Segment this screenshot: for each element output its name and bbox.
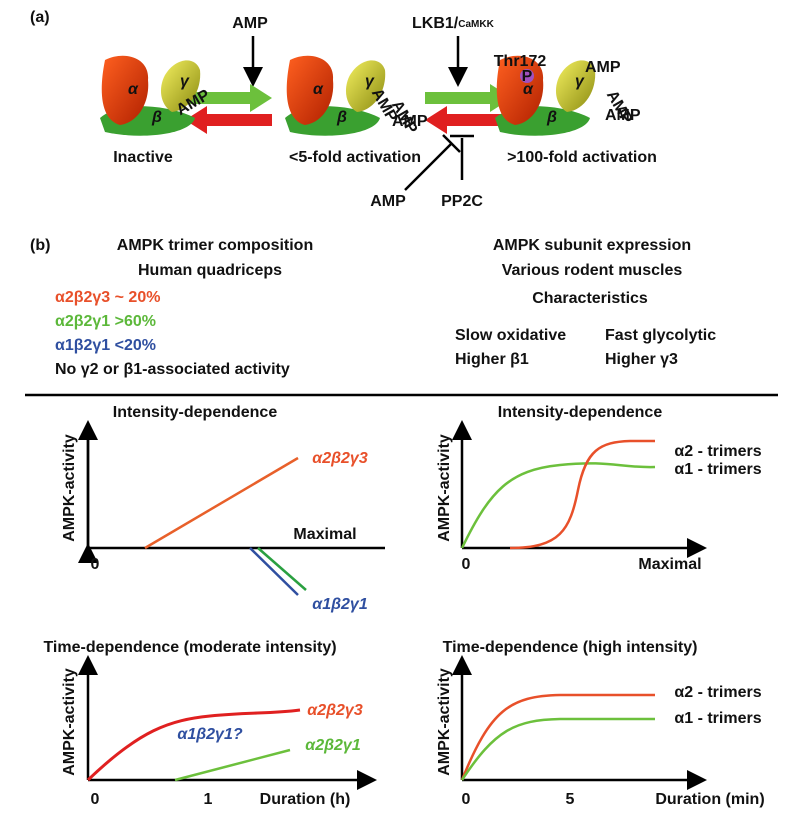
x-tick-label: 1 <box>204 791 213 808</box>
x-tick-label: Duration (min) <box>655 791 764 808</box>
subunit-label: γ <box>365 73 375 90</box>
curve-label: α2 - trimers <box>674 684 761 701</box>
y-label: AMPK-activity <box>61 668 78 776</box>
x-tick-label: 5 <box>566 791 575 808</box>
amp-bound: AMP <box>392 113 428 130</box>
amp-label: AMP <box>232 15 268 32</box>
amp-label: AMP <box>370 193 406 210</box>
state-label: >100-fold activation <box>507 149 657 166</box>
subunit-label: α <box>128 81 139 98</box>
y-label: AMPK-activity <box>436 434 453 542</box>
heading: AMPK subunit expression <box>493 237 691 254</box>
kinase-label: LKB1/CaMKK <box>412 15 495 32</box>
graph-title: Intensity-dependence <box>113 404 278 421</box>
state-label: <5-fold activation <box>289 149 421 166</box>
curve-label: α1β2γ1? <box>177 726 242 743</box>
feature: Higher β1 <box>455 351 529 368</box>
gamma-subunit <box>160 60 201 112</box>
curve <box>249 547 299 596</box>
phospho-label: P <box>522 68 533 85</box>
composition: α2β2γ1 >60% <box>55 313 156 330</box>
thr-label: Thr172 <box>494 53 547 70</box>
curve <box>144 456 299 550</box>
phospho-site <box>520 69 534 83</box>
alpha-subunit <box>286 55 334 126</box>
x-tick-label: 0 <box>91 791 100 808</box>
amp-bound: AMP <box>605 107 641 124</box>
curve-label: α1 - trimers <box>674 461 761 478</box>
x-tick-label: Maximal <box>293 526 356 543</box>
x-tick-label: Maximal <box>638 556 701 573</box>
fiber-type: Fast glycolytic <box>605 327 716 344</box>
reaction-arrows <box>185 84 512 191</box>
y-label: AMPK-activity <box>436 668 453 776</box>
gamma-subunit <box>555 60 596 112</box>
curve <box>460 462 656 549</box>
subunit-label: γ <box>575 73 585 90</box>
state-label: Inactive <box>113 149 173 166</box>
curve <box>509 439 655 550</box>
curve <box>174 748 291 782</box>
curve <box>460 693 655 781</box>
pp2c-label: PP2C <box>441 193 483 210</box>
subunit-label: β <box>151 109 162 126</box>
fiber-type: Slow oxidative <box>455 327 566 344</box>
graph-title: Time-dependence (high intensity) <box>443 639 698 656</box>
subunit-label: α <box>523 81 534 98</box>
x-tick-label: 0 <box>462 556 471 573</box>
subunit-label: α <box>313 81 324 98</box>
subunit-label: γ <box>180 73 190 90</box>
curve-label: α2β2γ1 <box>305 737 361 754</box>
curve-label: α1β2γ1 <box>312 596 368 613</box>
composition: α2β2γ3 ~ 20% <box>55 289 160 306</box>
curve <box>460 717 655 781</box>
composition: α1β2γ1 <20% <box>55 337 156 354</box>
heading: Various rodent muscles <box>502 262 683 279</box>
x-tick-label: Duration (h) <box>260 791 351 808</box>
graph-title: Intensity-dependence <box>498 404 663 421</box>
curve-label: α2 - trimers <box>674 443 761 460</box>
panel-label: (a) <box>30 9 50 26</box>
x-tick-label: 0 <box>462 791 471 808</box>
y-label: AMPK-activity <box>61 434 78 542</box>
curve <box>257 547 307 591</box>
subunit-label: β <box>336 109 347 126</box>
amp-bound: AMP <box>585 59 621 76</box>
alpha-subunit <box>101 55 149 126</box>
feature: Higher γ3 <box>605 351 678 368</box>
heading: AMPK trimer composition <box>117 237 313 254</box>
x-tick-label: 0 <box>91 556 100 573</box>
subunit-label: β <box>546 109 557 126</box>
composition: No γ2 or β1-associated activity <box>55 361 290 378</box>
curve <box>86 708 301 782</box>
graph-title: Time-dependence (moderate intensity) <box>43 639 336 656</box>
curve-label: α2β2γ3 <box>312 450 368 467</box>
curve-label: α2β2γ3 <box>307 702 363 719</box>
panel-label: (b) <box>30 237 50 254</box>
heading: Human quadriceps <box>138 262 282 279</box>
subheading: Characteristics <box>532 290 648 307</box>
curve-label: α1 - trimers <box>674 710 761 727</box>
gamma-subunit <box>345 60 386 112</box>
